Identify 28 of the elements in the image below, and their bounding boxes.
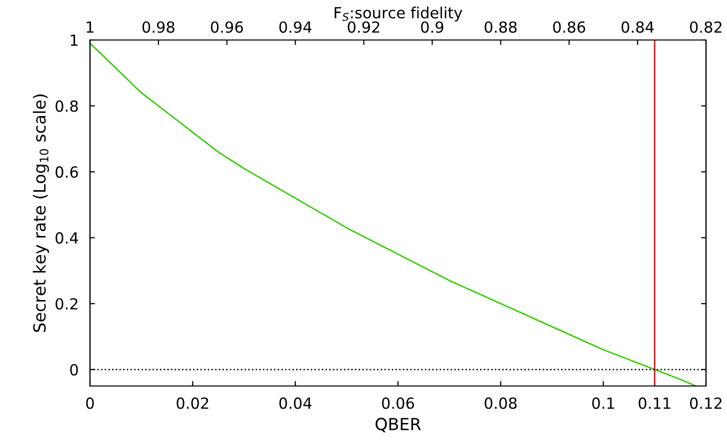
x2-tick-label: 0.96 bbox=[210, 21, 243, 33]
y-axis-title: Secret key rate (Log$_{10}$ scale) bbox=[32, 94, 49, 332]
x2-tick-label: 0.88 bbox=[484, 21, 517, 33]
x2-tick-label: 0.9 bbox=[421, 21, 444, 33]
x2-tick-label: 0.92 bbox=[348, 21, 380, 33]
y-tick-label: 1 bbox=[70, 34, 78, 46]
x2-tick-label: 0.84 bbox=[622, 21, 654, 33]
x-tick-label: 0.06 bbox=[382, 397, 414, 409]
x2-tick-label: 0.98 bbox=[142, 21, 174, 33]
x-axis-title: QBER bbox=[376, 418, 421, 432]
x-tick-label: 0 bbox=[86, 397, 94, 409]
y-tick-label: 0 bbox=[70, 364, 78, 376]
y-tick-label: 0.8 bbox=[56, 100, 78, 112]
y-tick-label: 0.2 bbox=[56, 298, 78, 310]
x2-tick-label: 0.86 bbox=[553, 21, 586, 33]
x2-tick-label: 0.94 bbox=[279, 21, 312, 33]
x-tick-label: 0.1 bbox=[592, 397, 614, 409]
x-tick-label: 0.08 bbox=[484, 397, 517, 409]
x-tick-label: 0.04 bbox=[279, 397, 312, 409]
x2-tick-label: 1 bbox=[86, 22, 94, 33]
x-tick-label: 0.02 bbox=[176, 397, 208, 409]
y-tick-label: 0.4 bbox=[56, 232, 78, 244]
x-tick-label: 0.11 bbox=[638, 397, 670, 409]
line-series bbox=[90, 42, 696, 386]
x-tick-label: 0.12 bbox=[690, 397, 722, 409]
y-tick-label: 0.6 bbox=[56, 166, 78, 178]
x2-axis-title: F$_{S}$:source fidelity bbox=[334, 6, 462, 22]
x2-tick-label: 0.82 bbox=[690, 21, 722, 33]
